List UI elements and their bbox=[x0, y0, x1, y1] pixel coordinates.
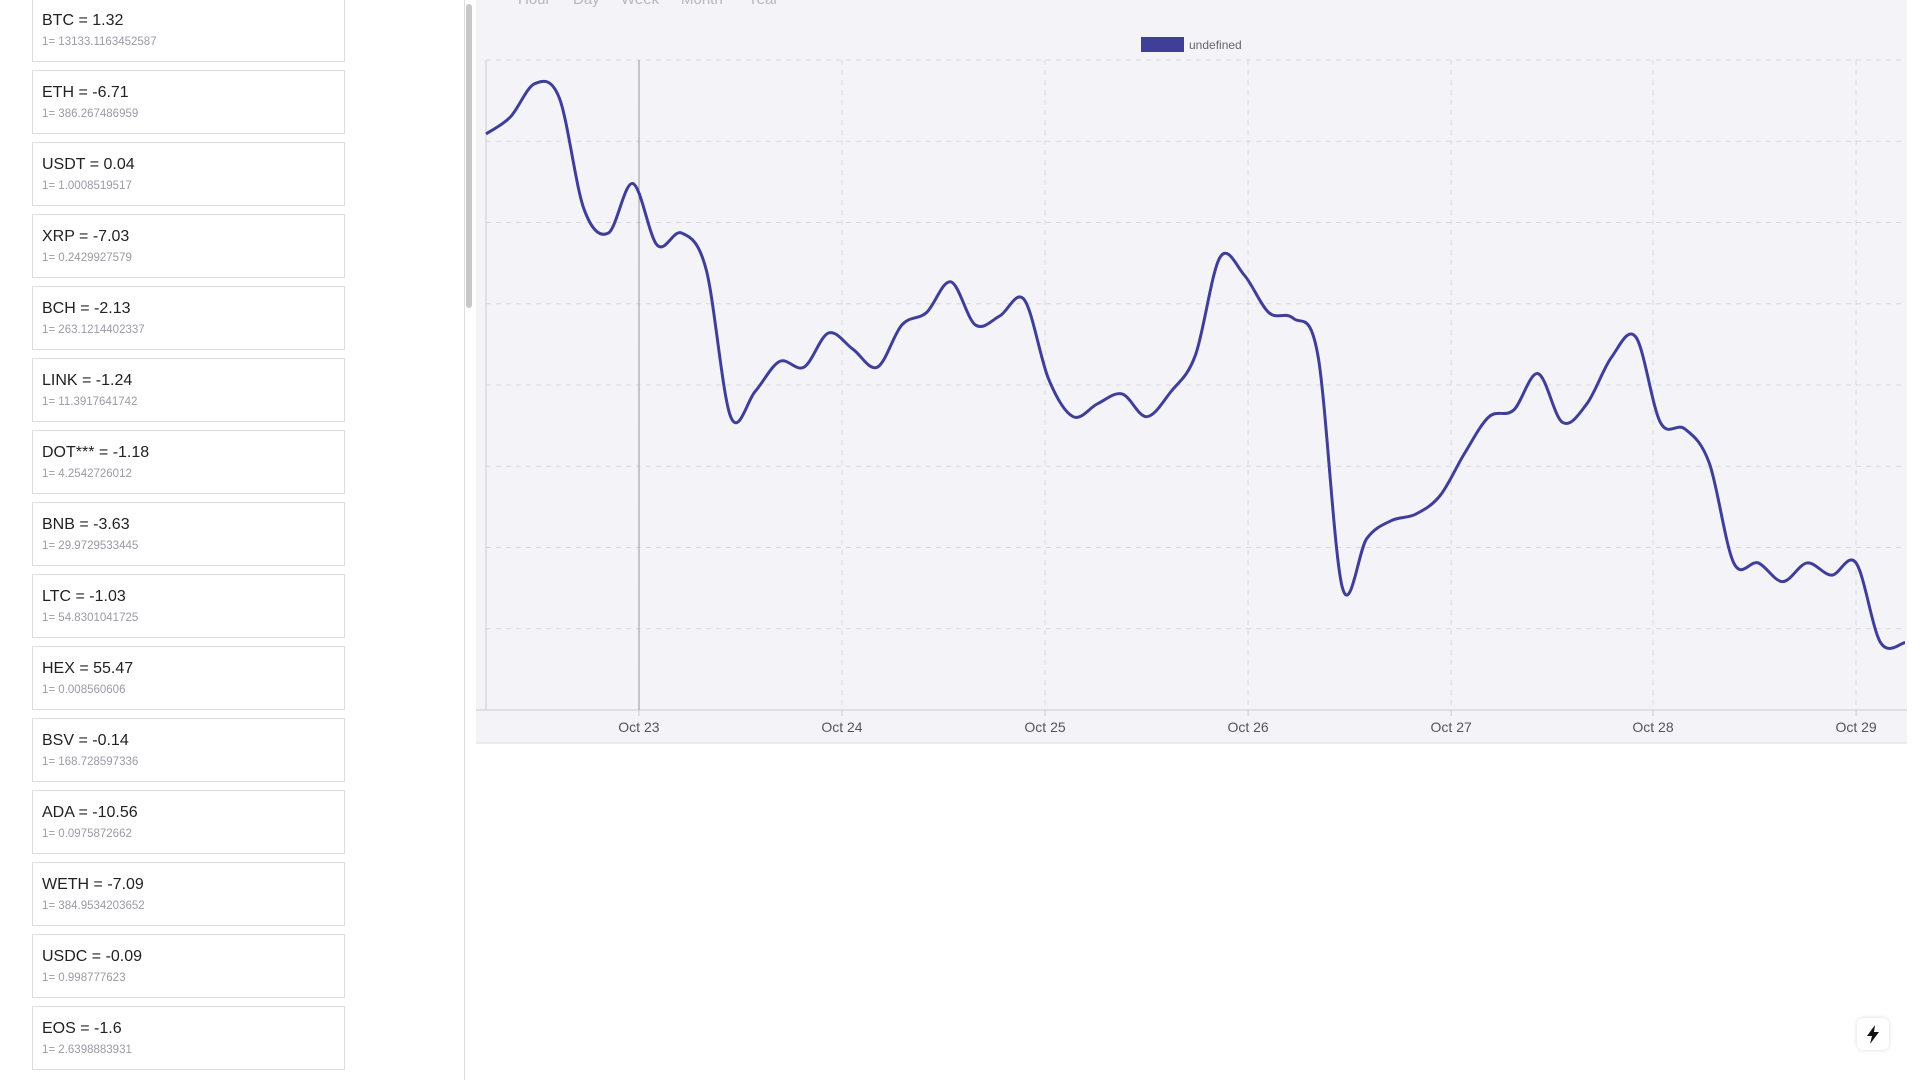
tab: Year bbox=[748, 0, 778, 8]
coin-rate: 1= 168.728597336 bbox=[42, 756, 139, 768]
coin-card[interactable]: DOT*** = -1.18 1= 4.2542726012 bbox=[32, 430, 345, 494]
coin-title: WETH = -7.09 bbox=[42, 876, 144, 893]
tab: Week bbox=[621, 0, 660, 8]
coin-rate: 1= 4.2542726012 bbox=[42, 468, 132, 480]
coin-title: EOS = -1.6 bbox=[42, 1020, 122, 1037]
legend-swatch bbox=[1141, 37, 1184, 52]
coin-card[interactable]: BNB = -3.63 1= 29.9729533445 bbox=[32, 502, 345, 566]
coin-rate: 1= 384.9534203652 bbox=[42, 900, 145, 912]
coin-card[interactable]: USDC = -0.09 1= 0.998777623 bbox=[32, 934, 345, 998]
coin-card[interactable]: BSV = -0.14 1= 168.728597336 bbox=[32, 718, 345, 782]
coin-rate: 1= 11.3917641742 bbox=[42, 396, 138, 408]
coin-title: ADA = -10.56 bbox=[42, 804, 138, 821]
coin-title: XRP = -7.03 bbox=[42, 228, 130, 245]
coin-title: USDC = -0.09 bbox=[42, 948, 143, 965]
coin-rate: 1= 1.0008519517 bbox=[42, 180, 132, 192]
coin-card[interactable]: BCH = -2.13 1= 263.1214402337 bbox=[32, 286, 345, 350]
coin-card[interactable]: BTC = 1.32 1= 13133.1163452587 bbox=[32, 0, 345, 62]
coin-rate: 1= 0.998777623 bbox=[42, 972, 126, 984]
coin-rate: 1= 386.267486959 bbox=[42, 108, 139, 120]
coin-card[interactable]: LTC = -1.03 1= 54.8301041725 bbox=[32, 574, 345, 638]
coin-title: USDT = 0.04 bbox=[42, 156, 135, 173]
x-tick-label: Oct 29 bbox=[1835, 719, 1876, 735]
coin-card[interactable]: LINK = -1.24 1= 11.3917641742 bbox=[32, 358, 345, 422]
coin-title: BSV = -0.14 bbox=[42, 732, 129, 749]
coin-card[interactable]: XRP = -7.03 1= 0.2429927579 bbox=[32, 214, 345, 278]
coin-card[interactable]: EOS = -1.6 1= 2.6398883931 bbox=[32, 1006, 345, 1070]
bolt-icon bbox=[1867, 1025, 1879, 1044]
coin-title: ETH = -6.71 bbox=[42, 84, 129, 101]
tab: Hour bbox=[518, 0, 551, 8]
tab: Month bbox=[681, 0, 723, 8]
x-tick-label: Oct 23 bbox=[618, 719, 659, 735]
coin-card[interactable]: ETH = -6.71 1= 386.267486959 bbox=[32, 70, 345, 134]
coin-rate: 1= 54.8301041725 bbox=[42, 612, 139, 624]
legend-label: undefined bbox=[1189, 38, 1242, 52]
x-tick-label: Oct 28 bbox=[1632, 719, 1673, 735]
x-tick-label: Oct 24 bbox=[821, 719, 862, 735]
bolt-button[interactable] bbox=[1857, 1018, 1889, 1050]
x-tick-label: Oct 27 bbox=[1431, 719, 1472, 735]
coin-rate: 1= 13133.1163452587 bbox=[42, 36, 157, 48]
scrollbar[interactable] bbox=[466, 4, 472, 308]
line bbox=[485, 79, 1906, 650]
coin-rate: 1= 2.6398883931 bbox=[42, 1044, 132, 1056]
tab: Day bbox=[573, 0, 600, 8]
coin-card[interactable]: HEX = 55.47 1= 0.008560606 bbox=[32, 646, 345, 710]
x-tick-label: Oct 26 bbox=[1227, 719, 1268, 735]
coin-title: BCH = -2.13 bbox=[42, 300, 131, 317]
x-tick-label: Oct 25 bbox=[1024, 719, 1065, 735]
coin-card[interactable]: ADA = -10.56 1= 0.0975872662 bbox=[32, 790, 345, 854]
coin-title: BTC = 1.32 bbox=[42, 12, 124, 29]
coin-rate: 1= 263.1214402337 bbox=[42, 324, 145, 336]
coin-title: HEX = 55.47 bbox=[42, 660, 134, 677]
coin-rate: 1= 0.008560606 bbox=[42, 684, 126, 696]
chart-panel bbox=[476, 0, 1907, 743]
coin-title: LINK = -1.24 bbox=[42, 372, 133, 389]
coin-rate: 1= 0.2429927579 bbox=[42, 252, 132, 264]
coin-card[interactable]: USDT = 0.04 1= 1.0008519517 bbox=[32, 142, 345, 206]
coin-title: BNB = -3.63 bbox=[42, 516, 130, 533]
coin-rate: 1= 0.0975872662 bbox=[42, 828, 132, 840]
coin-title: LTC = -1.03 bbox=[42, 588, 126, 605]
coin-card[interactable]: WETH = -7.09 1= 384.9534203652 bbox=[32, 862, 345, 926]
sidebar: BTC = 1.32 1= 13133.1163452587 ETH = -6.71… bbox=[0, 0, 465, 1080]
coin-title: DOT*** = -1.18 bbox=[42, 444, 150, 461]
coin-rate: 1= 29.9729533445 bbox=[42, 540, 139, 552]
